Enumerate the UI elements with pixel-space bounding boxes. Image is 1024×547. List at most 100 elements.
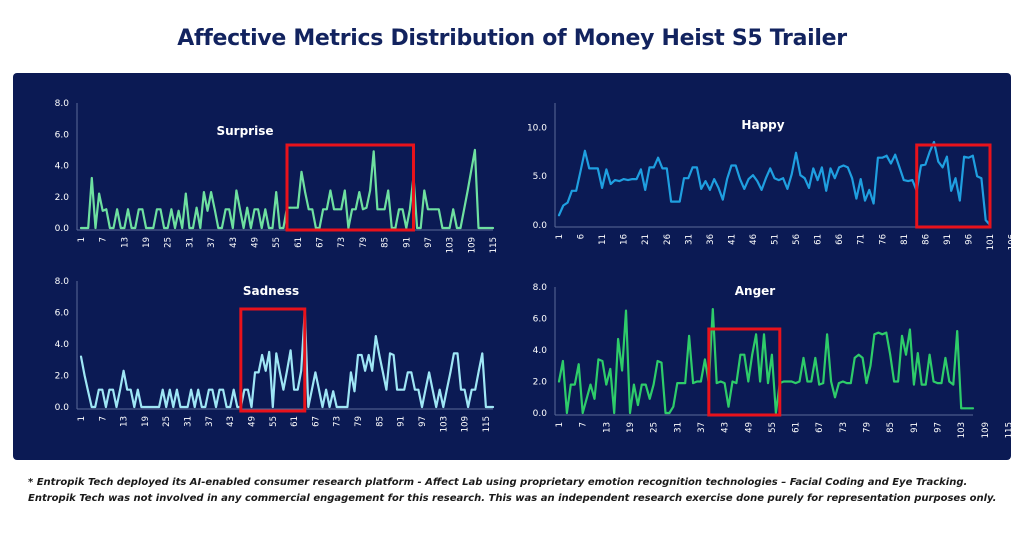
sadness-data-point	[300, 369, 303, 372]
surprise-data-point	[123, 227, 126, 229]
anger-data-point	[700, 380, 702, 383]
anger-data-point	[597, 358, 600, 361]
anger-data-point	[956, 330, 959, 332]
surprise-data-point	[195, 206, 198, 209]
happy-data-point	[872, 202, 875, 205]
happy-data-point	[739, 178, 741, 180]
sadness-x-tick-label: 61	[290, 416, 300, 427]
surprise-x-tick-label: 97	[424, 237, 434, 248]
sadness-data-point	[218, 388, 221, 391]
anger-x-tick-label: 37	[697, 422, 707, 433]
sadness-data-point	[158, 406, 161, 408]
happy-data-point	[605, 168, 608, 171]
sadness-data-point	[360, 354, 363, 356]
happy-data-point	[700, 188, 703, 190]
sadness-data-point	[431, 388, 434, 391]
anger-data-point	[692, 382, 694, 384]
anger-data-point	[629, 412, 631, 414]
happy-data-point	[924, 163, 927, 166]
sadness-data-point	[417, 388, 420, 391]
sadness-data-point	[264, 369, 267, 372]
happy-data-point	[575, 189, 578, 192]
anger-data-point	[704, 358, 706, 361]
anger-data-point	[972, 407, 974, 410]
happy-data-point	[579, 170, 582, 173]
happy-data-point	[743, 188, 746, 190]
sadness-data-point	[410, 371, 413, 374]
sadness-data-point	[403, 388, 406, 391]
happy-data-point	[786, 188, 789, 190]
happy-data-point	[894, 153, 897, 156]
anger-data-point	[842, 380, 844, 383]
sadness-x-tick-label: 67	[311, 416, 321, 427]
anger-data-point	[566, 412, 568, 414]
happy-x-tick-label: 26	[663, 234, 673, 245]
anger-data-point	[609, 368, 612, 370]
anger-data-point	[775, 412, 777, 414]
happy-data-point	[592, 167, 595, 170]
surprise-data-point	[362, 208, 364, 211]
surprise-data-point	[474, 149, 476, 151]
surprise-data-point	[322, 208, 324, 211]
anger-y-tick-label: 0.0	[533, 409, 548, 419]
sadness-data-point	[261, 354, 263, 356]
sadness-x-tick-label: 25	[162, 416, 172, 427]
anger-data-point	[767, 382, 769, 384]
sadness-data-point	[115, 406, 118, 408]
surprise-data-point	[177, 209, 180, 212]
sadness-data-point	[453, 352, 455, 355]
surprise-data-point	[239, 208, 241, 211]
anger-data-point	[759, 380, 761, 383]
happy-data-point	[648, 166, 651, 169]
anger-x-tick-label: 85	[886, 422, 896, 433]
sadness-data-point	[392, 354, 395, 356]
happy-data-point	[687, 177, 690, 180]
anger-data-point	[845, 382, 848, 384]
surprise-y-tick-label: 8.0	[55, 99, 70, 109]
happy-x-tick-label: 56	[792, 234, 802, 245]
sadness-data-point	[346, 406, 349, 408]
sadness-data-point	[293, 388, 295, 391]
anger-data-point	[849, 382, 852, 384]
anger-data-point	[625, 309, 627, 312]
anger-x-tick-label: 1	[555, 422, 565, 427]
surprise-data-point	[325, 208, 328, 211]
surprise-data-point	[437, 208, 440, 211]
happy-x-tick-label: 106	[1008, 234, 1011, 250]
anger-data-point	[948, 380, 951, 383]
surprise-data-point	[145, 227, 148, 229]
sadness-data-point	[108, 388, 111, 391]
surprise-data-point	[127, 208, 129, 211]
surprise-data-point	[98, 192, 100, 195]
surprise-data-point	[181, 227, 184, 229]
happy-data-point	[596, 167, 599, 170]
surprise-data-point	[398, 208, 400, 211]
surprise-data-point	[419, 227, 422, 229]
happy-data-point	[881, 156, 884, 159]
surprise-data-point	[90, 177, 93, 179]
happy-data-point	[958, 199, 961, 202]
happy-data-point	[902, 179, 905, 181]
surprise-data-point	[289, 206, 292, 209]
anger-data-point	[857, 353, 860, 356]
surprise-data-point	[192, 227, 194, 229]
happy-data-point	[790, 173, 793, 176]
surprise-data-point	[463, 208, 465, 211]
sadness-data-point	[414, 388, 416, 391]
anger-data-point	[869, 364, 872, 367]
sadness-data-point	[133, 406, 136, 408]
surprise-data-point	[137, 208, 140, 211]
anger-y-tick-label: 2.0	[533, 378, 548, 388]
sadness-data-point	[321, 406, 324, 408]
happy-data-point	[907, 180, 909, 182]
happy-data-point	[816, 179, 819, 181]
surprise-x-tick-label: 55	[272, 237, 282, 248]
surprise-data-point	[369, 189, 371, 192]
sadness-data-point	[289, 349, 292, 352]
anger-x-tick-label: 49	[744, 422, 754, 433]
happy-data-point	[665, 167, 668, 170]
surprise-data-point	[130, 227, 133, 229]
anger-data-point	[711, 308, 714, 310]
anger-data-point	[905, 353, 907, 356]
happy-x-tick-label: 91	[943, 234, 953, 245]
